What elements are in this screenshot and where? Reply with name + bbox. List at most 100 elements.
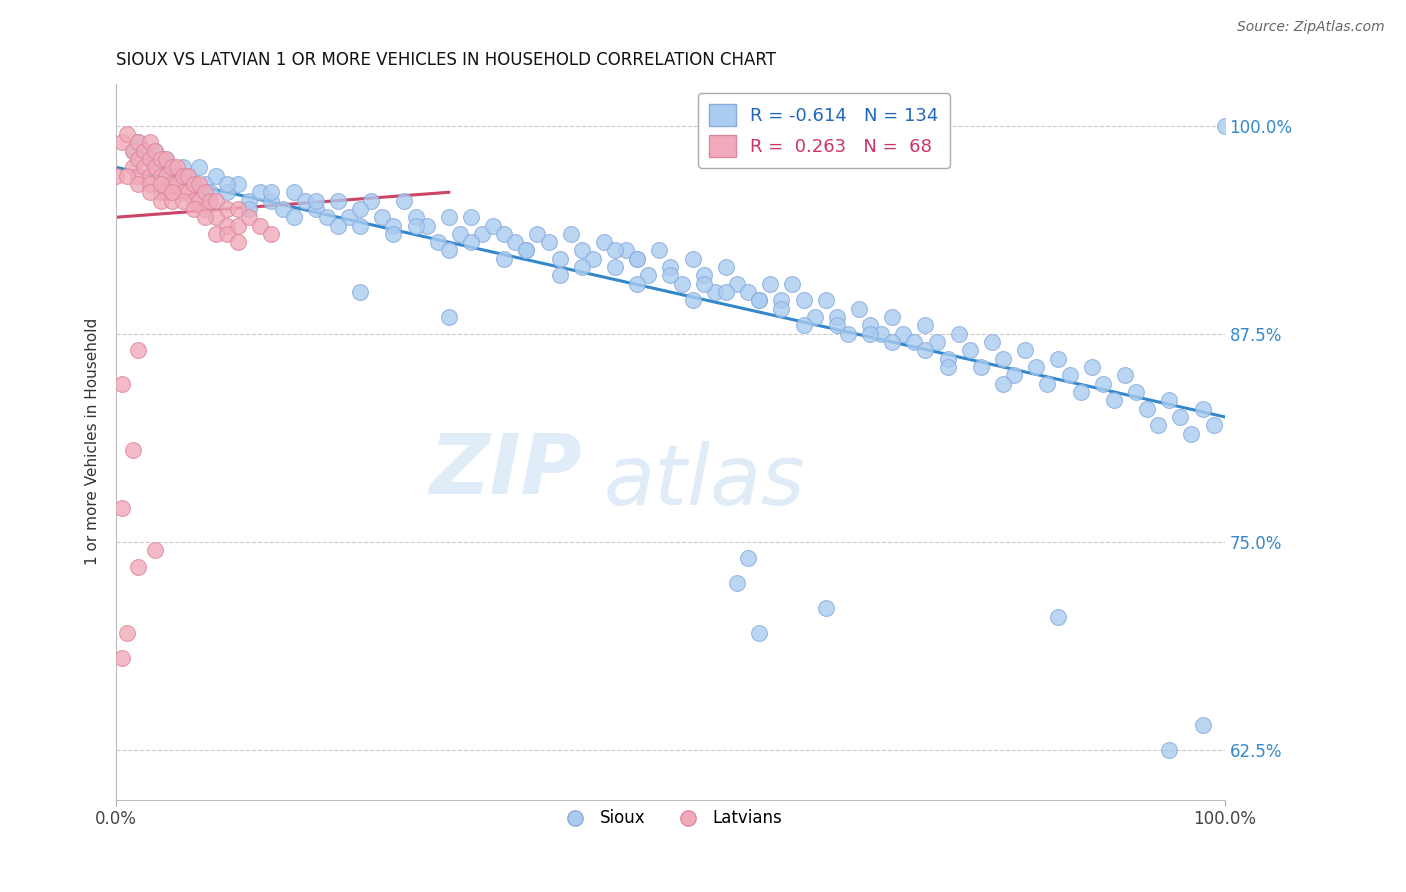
Point [759, 277, 782, 291]
Point [936, 359, 959, 374]
Point [238, 194, 260, 208]
Point [260, 227, 283, 241]
Point [1059, 368, 1081, 383]
Point [925, 334, 948, 349]
Point [1080, 359, 1102, 374]
Point [526, 227, 548, 241]
Point [415, 219, 437, 233]
Point [226, 219, 249, 233]
Point [682, 293, 704, 308]
Point [1125, 384, 1147, 399]
Point [792, 293, 814, 308]
Point [143, 144, 166, 158]
Point [825, 318, 848, 333]
Point [205, 194, 228, 208]
Point [117, 626, 139, 640]
Point [132, 161, 155, 175]
Point [172, 194, 194, 208]
Point [217, 227, 239, 241]
Point [205, 169, 228, 183]
Point [166, 161, 188, 175]
Point [792, 318, 814, 333]
Point [449, 227, 471, 241]
Point [217, 177, 239, 191]
Point [437, 211, 460, 225]
Point [138, 152, 160, 166]
Point [1036, 376, 1059, 391]
Point [1136, 401, 1159, 416]
Point [226, 177, 249, 191]
Point [1170, 409, 1192, 424]
Point [659, 260, 682, 274]
Point [177, 186, 200, 200]
Point [803, 310, 825, 324]
Point [1159, 393, 1181, 408]
Point [571, 244, 593, 258]
Point [122, 443, 145, 458]
Point [155, 152, 177, 166]
Point [1191, 401, 1213, 416]
Point [194, 194, 217, 208]
Point [970, 359, 993, 374]
Point [626, 252, 648, 266]
Point [405, 211, 427, 225]
Point [226, 235, 249, 249]
Point [394, 194, 416, 208]
Y-axis label: 1 or more Vehicles in Household: 1 or more Vehicles in Household [86, 318, 100, 566]
Point [991, 351, 1014, 366]
Point [177, 169, 200, 183]
Text: ZIP: ZIP [429, 430, 582, 511]
Point [882, 310, 904, 324]
Point [143, 144, 166, 158]
Point [160, 186, 183, 200]
Point [217, 202, 239, 216]
Point [183, 177, 205, 191]
Point [149, 169, 172, 183]
Point [149, 177, 172, 191]
Point [814, 601, 837, 615]
Point [737, 551, 759, 566]
Point [548, 268, 571, 283]
Point [460, 235, 482, 249]
Point [155, 186, 177, 200]
Point [205, 227, 228, 241]
Point [537, 235, 560, 249]
Point [1002, 368, 1025, 383]
Point [460, 211, 482, 225]
Point [122, 144, 145, 158]
Point [437, 310, 460, 324]
Point [737, 285, 759, 299]
Point [1114, 368, 1136, 383]
Point [149, 194, 172, 208]
Point [149, 152, 172, 166]
Point [172, 169, 194, 183]
Point [659, 268, 682, 283]
Point [593, 235, 616, 249]
Point [138, 186, 160, 200]
Point [936, 351, 959, 366]
Point [160, 161, 183, 175]
Point [603, 244, 626, 258]
Point [188, 177, 211, 191]
Point [326, 194, 349, 208]
Point [1180, 426, 1202, 441]
Point [249, 219, 271, 233]
Legend: Sioux, Latvians: Sioux, Latvians [553, 803, 789, 834]
Point [693, 277, 716, 291]
Point [160, 194, 183, 208]
Point [825, 310, 848, 324]
Point [194, 177, 217, 191]
Point [122, 144, 145, 158]
Point [371, 211, 394, 225]
Point [748, 293, 770, 308]
Point [1047, 351, 1070, 366]
Point [515, 244, 537, 258]
Point [981, 334, 1004, 349]
Point [238, 211, 260, 225]
Point [183, 177, 205, 191]
Point [260, 194, 283, 208]
Point [249, 186, 271, 200]
Point [326, 219, 349, 233]
Point [814, 293, 837, 308]
Point [1091, 376, 1114, 391]
